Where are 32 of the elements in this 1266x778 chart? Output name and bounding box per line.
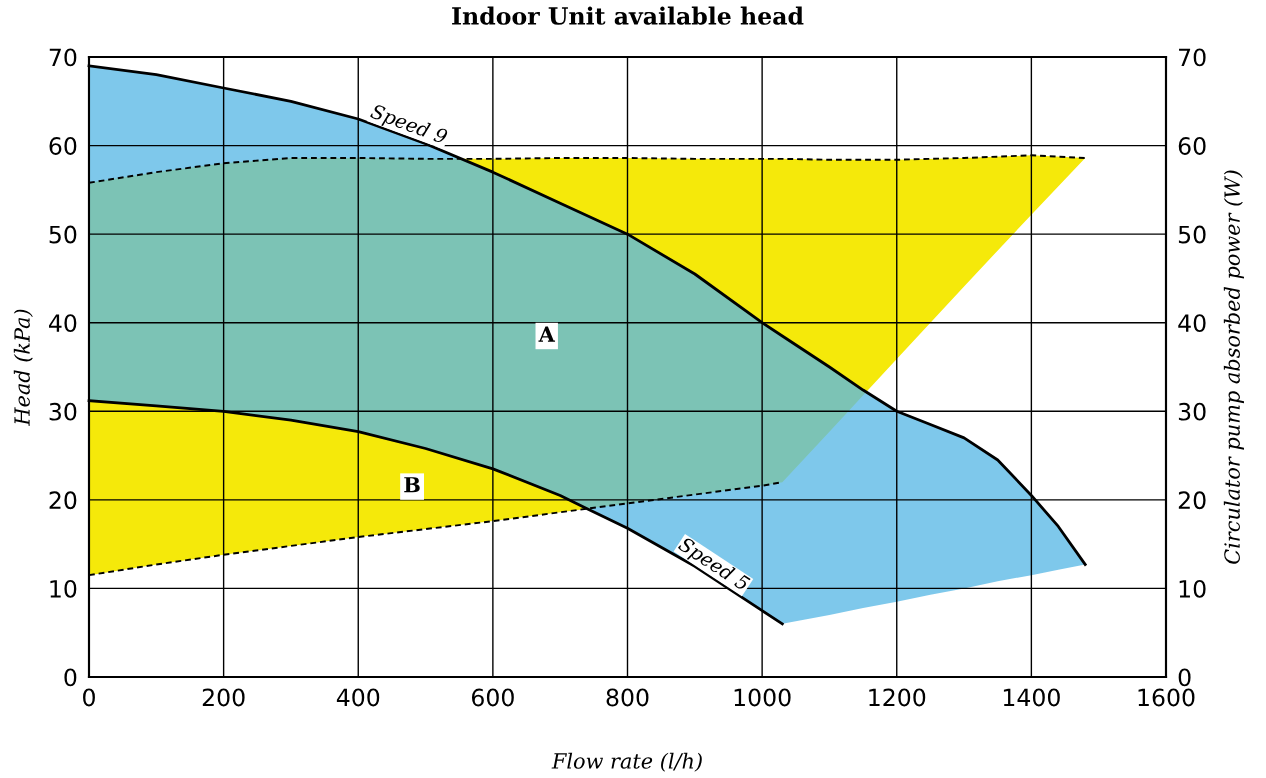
y-axis-title: Head (kPa)	[13, 309, 33, 426]
x-tick-label: 1400	[1003, 688, 1060, 707]
y-tick-label: 40	[49, 314, 77, 333]
annotation: B	[404, 477, 420, 493]
y-tick-label: 70	[49, 48, 77, 67]
chart-title: Indoor Unit available head	[452, 6, 804, 25]
text: Speed 9	[368, 103, 449, 148]
x-tick-label: 1200	[869, 688, 926, 707]
x-tick-label: 1600	[1138, 688, 1195, 707]
y-tick-label: 50	[49, 225, 77, 244]
y2-tick-label: 30	[1178, 402, 1206, 421]
y2-tick-label: 70	[1179, 48, 1206, 67]
y2-tick-label: 40	[1178, 314, 1206, 333]
x-tick-label: 600	[471, 688, 514, 707]
annotation: A	[538, 326, 556, 342]
y2-axis-title: Circulator pump absorbed power (W)	[1223, 170, 1244, 564]
y-tick-label: 20	[49, 491, 77, 510]
y2-tick-label: 20	[1178, 491, 1206, 510]
x-tick-label: 400	[336, 688, 380, 707]
x-tick-label: 1000	[734, 688, 791, 707]
y2-tick-label: 0	[1178, 668, 1191, 687]
y-tick-label: 0	[64, 668, 77, 687]
x-axis-title: Flow rate (l/h)	[551, 752, 702, 772]
y-tick-label: 30	[49, 402, 77, 421]
x-tick-label: 0	[83, 688, 95, 707]
y-tick-label: 60	[49, 137, 77, 155]
y-tick-label: 10	[50, 579, 77, 598]
y2-tick-label: 60	[1178, 137, 1206, 155]
y2-tick-label: 10	[1179, 579, 1206, 598]
y2-tick-label: 50	[1178, 225, 1206, 244]
x-tick-label: 800	[606, 688, 649, 707]
x-tick-label: 200	[202, 688, 245, 707]
